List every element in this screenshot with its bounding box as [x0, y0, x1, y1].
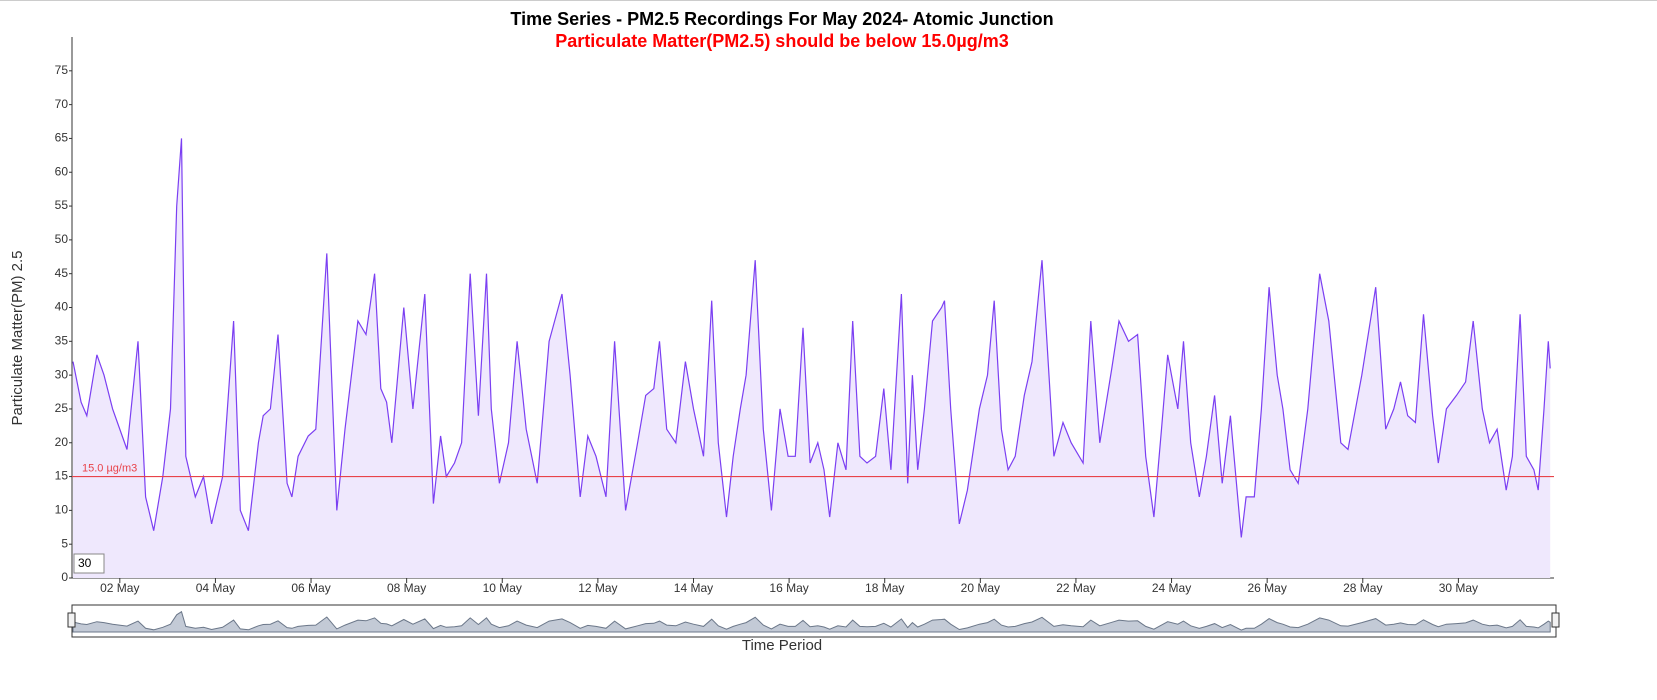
- y-tick-label: 45: [55, 266, 69, 280]
- threshold-label: 15.0 µg/m3: [82, 462, 137, 474]
- y-tick-label: 0: [61, 570, 68, 584]
- x-tick-label: 06 May: [291, 581, 330, 595]
- x-tick-label: 18 May: [865, 581, 904, 595]
- area-fill: [73, 138, 1551, 578]
- range-input-box[interactable]: [73, 553, 105, 574]
- y-tick-label: 75: [55, 63, 69, 77]
- x-tick-label: 10 May: [483, 581, 522, 595]
- navigator-handle[interactable]: [67, 612, 76, 628]
- x-tick-label: 14 May: [674, 581, 713, 595]
- range-input[interactable]: 30: [78, 556, 92, 570]
- x-tick-label: 02 May: [100, 581, 139, 595]
- x-tick-label: 04 May: [196, 581, 235, 595]
- x-tick-label: 22 May: [1056, 581, 1095, 595]
- data-line: [72, 138, 1551, 538]
- y-tick-label: 35: [55, 333, 69, 347]
- y-tick-label: 40: [55, 300, 69, 314]
- navigator-area: [72, 610, 1551, 633]
- x-tick-label: 12 May: [578, 581, 617, 595]
- chart-subtitle: Particulate Matter(PM2.5) should be belo…: [555, 31, 1008, 51]
- x-tick-label: 20 May: [961, 581, 1000, 595]
- navigator-handle[interactable]: [1551, 612, 1560, 628]
- y-tick-label: 10: [55, 503, 69, 517]
- y-tick-label: 30: [55, 367, 69, 381]
- x-tick-label: 30 May: [1439, 581, 1478, 595]
- y-tick-label: 20: [55, 435, 69, 449]
- y-tick-label: 50: [55, 232, 69, 246]
- chart-title: Time Series - PM2.5 Recordings For May 2…: [510, 9, 1053, 29]
- x-axis-label: Time Period: [742, 637, 822, 654]
- navigator: [72, 610, 1551, 633]
- plot: 0 5 10 15 20 25 30 35 40 45 50 55 60 65 70 75 02 May 04 M…: [55, 37, 1554, 595]
- x-tick-label: 16 May: [769, 581, 808, 595]
- y-tick-label: 15: [55, 469, 69, 483]
- x-tick-label: 08 May: [387, 581, 426, 595]
- y-tick-label: 5: [61, 536, 68, 550]
- y-tick-label: 70: [55, 97, 69, 111]
- x-tick-label: 26 May: [1247, 581, 1286, 595]
- x-tick-label: 24 May: [1152, 581, 1191, 595]
- y-axis-label: Particulate Matter(PM) 2.5: [9, 250, 26, 425]
- x-tick-label: 28 May: [1343, 581, 1382, 595]
- y-tick-label: 60: [55, 164, 69, 178]
- y-tick-label: 55: [55, 198, 69, 212]
- y-tick-label: 65: [55, 131, 69, 145]
- y-tick-label: 25: [55, 401, 69, 415]
